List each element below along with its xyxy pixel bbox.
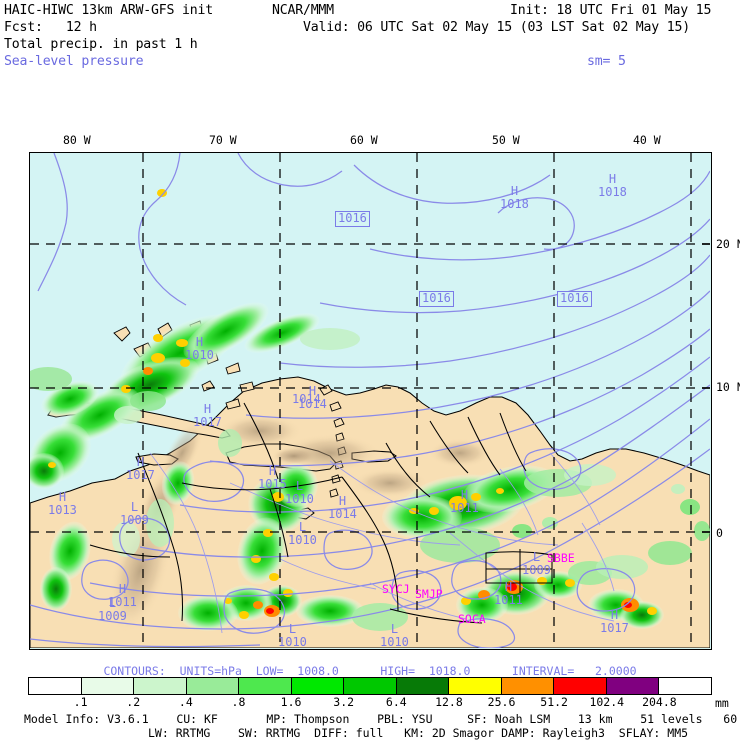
- model-info-line1: Model Info: V3.6.1 CU: KF MP: Thompson P…: [24, 712, 740, 726]
- colorbar-tick-8: 25.6: [487, 695, 516, 709]
- colorbar-swatch-0: [29, 678, 82, 694]
- lon-tick-50w: 50 W: [492, 133, 520, 147]
- colorbar-tick-3: .8: [231, 695, 246, 709]
- precip-cores-caribbean: [48, 189, 190, 468]
- precip-amazon-central: [178, 463, 408, 631]
- station-label-smjp: SMJP: [415, 587, 443, 601]
- colorbar-swatch-2: [134, 678, 187, 694]
- precip-colorbar: [28, 677, 712, 695]
- colorbar-tick-11: 204.8: [642, 695, 677, 709]
- colorbar-swatch-8: [449, 678, 502, 694]
- field-label-slp: Sea-level pressure: [4, 54, 144, 69]
- pressure-center-h-1017b: H 1017: [126, 455, 155, 482]
- colorbar-tick-6: 6.4: [385, 695, 407, 709]
- pressure-center-h-1013: H 1013: [48, 490, 77, 517]
- rivers-boundaries: [149, 452, 615, 634]
- pressure-center-h-1015: H 1015: [258, 464, 287, 491]
- lat-tick-20n: 20 N: [716, 237, 740, 251]
- colorbar-tick-2: .4: [178, 695, 193, 709]
- lon-tick-70w: 70 W: [209, 133, 237, 147]
- forecast-map[interactable]: H 1010 H 1013 H 1015 H 1014 H 1018 H 1018 H 101…: [29, 152, 712, 650]
- map-grid: [30, 153, 710, 648]
- colorbar-swatch-12: [659, 678, 711, 694]
- colorbar-swatch-9: [501, 678, 555, 694]
- isobar-label-1014: 1014: [292, 392, 321, 406]
- station-label-sbbe: SBBE: [547, 551, 575, 565]
- pressure-center-h-1017a: H 1017: [193, 402, 222, 429]
- pressure-center-h-1011a: H 1011: [108, 582, 137, 609]
- pressure-center-l-1009a: L 1009: [98, 596, 127, 623]
- precip-para: [588, 589, 664, 629]
- precip-andes-east: [112, 429, 242, 557]
- valid-time-label: Valid: 06 UTC Sat 02 May 15 (03 LST Sat …: [303, 20, 690, 35]
- precip-ne-brazil: [456, 541, 692, 623]
- colorbar-tick-1: .2: [126, 695, 141, 709]
- colorbar-tick-10: 102.4: [589, 695, 625, 709]
- precip-colombia: [30, 367, 166, 611]
- pressure-center-h-1011c: H 1011: [494, 580, 523, 607]
- model-info-line2: LW: RRTMG SW: RRTMG DIFF: full KM: 2D Sm…: [148, 726, 689, 740]
- isobar-label-1016a: 1016: [335, 211, 370, 227]
- station-label-sycj: SYCJ: [382, 582, 410, 596]
- pressure-center-h-1017c: H 1017: [600, 608, 629, 635]
- colorbar-tick-labels: .1 .2 .4 .8 1.6 3.2 6.4 12.8 25.6 51.2 102.4 204.8: [28, 695, 712, 711]
- pressure-center-h-1014b: H 1014: [298, 384, 327, 411]
- precip-guianas: [382, 464, 616, 563]
- map-graphics: [30, 153, 710, 648]
- smoothing-label: sm= 5: [587, 54, 626, 69]
- colorbar-tick-0: .1: [73, 695, 88, 709]
- field-label-precip: Total precip. in past 1 h: [4, 37, 198, 52]
- pressure-center-l-1010c: L 1010: [278, 622, 307, 649]
- isobar-contours: [30, 153, 710, 648]
- pressure-center-h-1010: H 1010: [185, 335, 214, 362]
- model-title: HAIC-HIWC 13km ARW-GFS init: [4, 3, 213, 18]
- colorbar-swatch-7: [396, 678, 450, 694]
- colorbar-swatch-3: [186, 678, 240, 694]
- init-time-label: Init: 18 UTC Fri 01 May 15: [510, 3, 712, 18]
- institution-label: NCAR/MMM: [272, 3, 334, 18]
- lon-tick-80w: 80 W: [63, 133, 91, 147]
- forecast-hour-label: Fcst: 12 h: [4, 20, 97, 35]
- colorbar-swatch-4: [239, 678, 292, 694]
- colorbar-swatch-11: [606, 678, 660, 694]
- pressure-center-l-1010d: L 1010: [380, 622, 409, 649]
- precipitation-field: [30, 189, 710, 631]
- pressure-center-h-1011b: H 1011: [450, 488, 479, 515]
- colorbar-tick-7: 12.8: [435, 695, 463, 709]
- colorbar-swatch-6: [344, 678, 397, 694]
- colorbar-swatch-5: [291, 678, 345, 694]
- colorbar-tick-5: 3.2: [333, 695, 355, 709]
- pressure-center-h-1018a: H 1018: [500, 184, 529, 211]
- colorbar-tick-9: 51.2: [540, 695, 568, 709]
- precip-bahamas-band: [30, 189, 360, 489]
- pressure-center-h-1018b: H 1018: [598, 172, 627, 199]
- precip-atlantic-scattered: [512, 484, 710, 541]
- lat-tick-0: 0: [716, 526, 723, 540]
- colorbar-units-label: mm: [715, 696, 729, 710]
- grid-edge-ticks: [702, 243, 710, 533]
- pressure-center-l-1009c: L 1009: [522, 550, 551, 577]
- pressure-center-l-1010a: L 1010: [285, 479, 314, 506]
- colorbar-swatch-1: [81, 678, 135, 694]
- lon-tick-60w: 60 W: [350, 133, 378, 147]
- isobar-label-1016b: 1016: [419, 291, 454, 307]
- colorbar-swatch-10: [554, 678, 607, 694]
- lon-tick-40w: 40 W: [633, 133, 661, 147]
- colorbar-title: CONTOURS: UNITS=hPa LOW= 1008.0 HIGH= 10…: [103, 664, 637, 678]
- colorbar-tick-4: 1.6: [280, 695, 302, 709]
- isobar-label-1016c: 1016: [557, 291, 592, 307]
- station-label-soca: SOCA: [458, 612, 486, 626]
- pressure-center-h-1014a: H 1014: [328, 494, 357, 521]
- pressure-center-l-1009b: L 1009: [120, 500, 149, 527]
- pressure-center-l-1010b: L 1010: [288, 520, 317, 547]
- lat-tick-10n: 10 N: [716, 380, 740, 394]
